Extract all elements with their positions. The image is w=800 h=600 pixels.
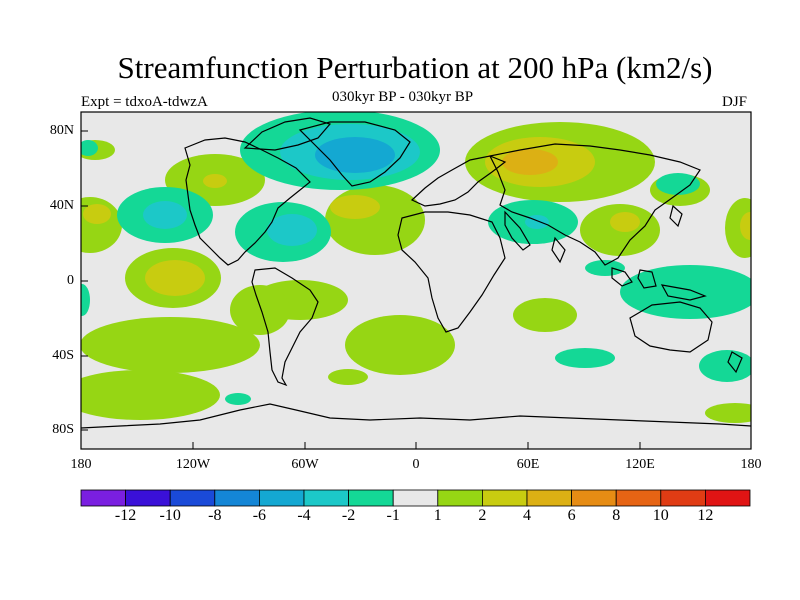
colorbar-swatch [437,489,483,507]
colorbar-swatch [258,489,305,507]
anomaly-positive-strong [502,149,558,175]
coastlines [81,117,751,429]
lat-tick-label: 80N [49,123,74,138]
colorbar-label: 6 [567,507,576,524]
colorbar-label: -4 [297,507,311,524]
plot-subtitle: 030kyr BP - 030kyr BP [332,89,474,105]
colorbar-label: -6 [252,507,267,524]
colorbar-label: -12 [114,507,137,524]
lon-tick-label: 120W [175,457,211,472]
season-label: DJF [722,94,748,110]
coast-greenland [298,121,411,187]
coast-north-america [184,137,311,266]
colorbar-swatch [80,489,126,507]
coast-south-america [251,267,319,387]
anomaly-negative-strong [315,137,395,173]
coast-africa [397,211,506,333]
colorbar-swatch [348,489,394,507]
coast-antarctica [81,403,751,429]
colorbar-swatch [169,489,216,507]
colorbar-label: -8 [208,507,222,524]
axis-ticks [81,130,641,449]
colorbar-label: -10 [159,507,181,524]
lon-tick-label: 180 [70,457,92,472]
colorbar-label: 10 [652,507,669,524]
coast-asia [489,143,701,266]
colorbar-swatch [481,489,528,507]
colorbar-label: -1 [386,507,400,524]
lon-tick-label: 60E [516,457,540,472]
lat-tick-label: 40N [49,198,74,213]
plot-title: Streamfunction Perturbation at 200 hPa (… [117,50,713,85]
colorbar-label: 2 [478,507,487,524]
lat-tick-label: 0 [67,273,74,288]
lat-tick-label: 40S [52,348,74,363]
lon-tick-label: 60W [291,457,319,472]
colorbar-label: 8 [612,507,621,524]
colorbar-swatch [660,489,706,507]
colorbar-swatch [571,489,617,507]
lon-tick-label: 0 [412,457,420,472]
experiment-label: Expt = tdxoA-tdwzA [81,94,208,110]
colorbar-swatch [125,489,171,507]
colorbar-swatch [392,489,439,507]
colorbar-swatch [705,489,751,507]
colorbar-label: 4 [523,507,531,524]
colorbar-swatch [214,489,260,507]
lat-tick-label: 80S [52,422,74,437]
colorbar-label: -2 [341,507,356,524]
colorbar-swatch [526,489,572,507]
lon-tick-label: 180 [740,457,762,472]
colorbar-label: 12 [697,507,714,524]
coast-europe [410,155,507,207]
lon-tick-label: 120E [625,457,655,472]
coast-australia [629,301,713,353]
colorbar-label: 1 [433,507,442,524]
colorbar-swatch [303,489,349,507]
map-field [81,112,751,449]
colorbar-swatch [615,489,662,507]
colorbar [80,489,751,507]
